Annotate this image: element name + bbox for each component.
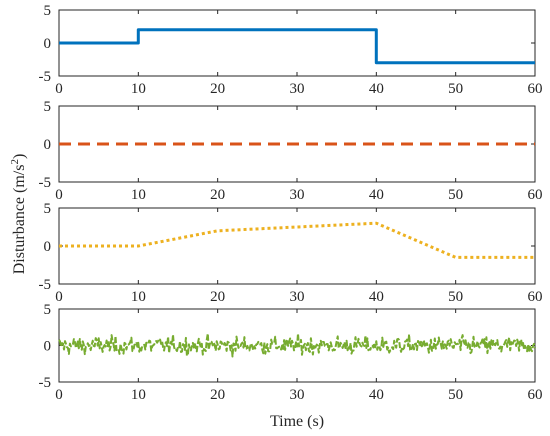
x-tick-label: 50 bbox=[448, 289, 463, 305]
series-line bbox=[59, 221, 535, 259]
y-tick-label: 5 bbox=[44, 201, 52, 217]
y-tick-label: 5 bbox=[44, 3, 52, 19]
x-tick-label: 10 bbox=[131, 187, 146, 203]
y-tick-label: -5 bbox=[39, 277, 52, 293]
y-axis-label-main: Disturbance (m/s bbox=[11, 165, 28, 275]
y-tick-label: -5 bbox=[39, 69, 52, 85]
y-tick-label: -5 bbox=[39, 375, 52, 391]
x-tick-label: 50 bbox=[448, 387, 463, 403]
x-tick-label: 30 bbox=[290, 289, 305, 305]
x-tick-label: 40 bbox=[369, 387, 384, 403]
x-tick-label: 20 bbox=[210, 187, 225, 203]
y-tick-label: -5 bbox=[39, 175, 52, 191]
x-tick-label: 10 bbox=[131, 387, 146, 403]
x-axis-label: Time (s) bbox=[270, 413, 324, 430]
x-tick-label: 0 bbox=[55, 289, 63, 305]
y-tick-label: 5 bbox=[44, 302, 52, 318]
x-tick-label: 30 bbox=[290, 81, 305, 97]
y-axis-label-sup: 2 bbox=[9, 159, 21, 165]
y-axis-label-close: ) bbox=[11, 154, 28, 159]
x-tick-label: 20 bbox=[210, 81, 225, 97]
x-tick-label: 10 bbox=[131, 81, 146, 97]
x-tick-label: 0 bbox=[55, 387, 63, 403]
x-tick-label: 40 bbox=[369, 81, 384, 97]
x-tick-label: 20 bbox=[210, 289, 225, 305]
subplot-2: 0 10 20 30 40 50 60-505 bbox=[39, 99, 543, 203]
x-tick-label: 0 bbox=[55, 81, 63, 97]
y-tick-label: 0 bbox=[44, 36, 52, 52]
series-line bbox=[58, 332, 536, 358]
subplot-1: 0 10 20 30 40 50 60-505 bbox=[39, 3, 543, 97]
x-tick-label: 0 bbox=[55, 187, 63, 203]
x-tick-label: 20 bbox=[210, 387, 225, 403]
x-tick-label: 50 bbox=[448, 187, 463, 203]
x-tick-label: 30 bbox=[290, 187, 305, 203]
x-tick-label: 60 bbox=[528, 289, 543, 305]
x-tick-label: 60 bbox=[528, 387, 543, 403]
y-tick-label: 0 bbox=[44, 339, 52, 355]
x-tick-label: 10 bbox=[131, 289, 146, 305]
x-tick-label: 30 bbox=[290, 387, 305, 403]
x-tick-label: 60 bbox=[528, 187, 543, 203]
y-tick-label: 0 bbox=[44, 239, 52, 255]
x-tick-label: 40 bbox=[369, 187, 384, 203]
subplot-3: 0 10 20 30 40 50 60-505 bbox=[39, 201, 543, 305]
y-tick-label: 5 bbox=[44, 99, 52, 115]
x-tick-label: 40 bbox=[369, 289, 384, 305]
axes-frame bbox=[58, 207, 536, 285]
y-axis-label: Disturbance (m/s2) bbox=[9, 154, 28, 275]
y-tick-label: 0 bbox=[44, 137, 52, 153]
x-tick-label: 50 bbox=[448, 81, 463, 97]
subplot-4: 0 10 20 30 40 50 60-505 bbox=[39, 302, 543, 403]
series-line bbox=[59, 28, 535, 65]
x-tick-label: 60 bbox=[528, 81, 543, 97]
